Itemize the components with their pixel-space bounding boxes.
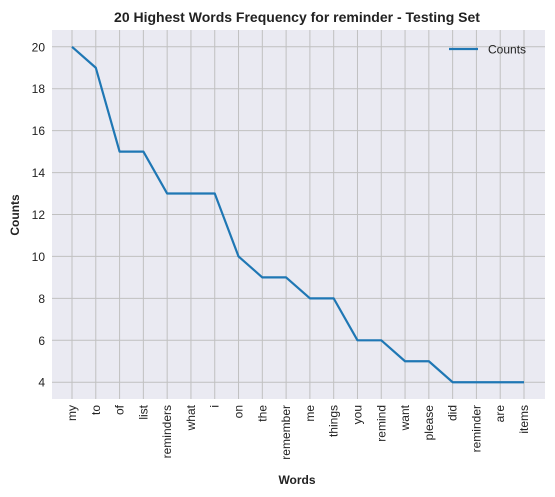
x-tick-label: to (89, 405, 103, 415)
x-tick-label: reminder (469, 405, 483, 452)
x-tick-label: of (113, 404, 127, 415)
x-tick-label: remind (374, 405, 388, 442)
y-tick-label: 6 (38, 334, 45, 348)
x-tick-label: the (255, 405, 269, 422)
x-tick-label: items (517, 405, 531, 434)
legend: Counts (449, 43, 526, 57)
y-axis-ticks: 4 6 8 10 12 14 16 18 20 (32, 40, 46, 389)
series-line-counts (71, 45, 524, 384)
x-tick-label: what (184, 404, 198, 431)
x-tick-label: please (422, 405, 436, 441)
y-axis-label: Counts (8, 194, 22, 236)
y-tick-label: 4 (38, 376, 45, 390)
x-tick-label: things (327, 405, 341, 437)
x-tick-label: reminders (160, 405, 174, 458)
y-tick-label: 18 (32, 82, 46, 96)
chart-title: 20 Highest Words Frequency for reminder … (114, 9, 480, 25)
x-tick-label: i (208, 405, 222, 408)
x-tick-label: are (493, 405, 507, 423)
x-tick-label: remember (279, 405, 293, 460)
y-tick-label: 8 (38, 292, 45, 306)
y-tick-label: 16 (32, 124, 46, 138)
x-tick-label: me (303, 405, 317, 422)
x-tick-label: on (232, 405, 246, 418)
x-tick-label: want (398, 404, 412, 431)
x-axis-ticks: my to of list reminders what i on the remember me t… (65, 404, 531, 459)
grid (52, 30, 545, 399)
x-axis-label: Words (278, 473, 315, 487)
y-tick-label: 20 (32, 40, 46, 54)
y-tick-label: 10 (32, 250, 46, 264)
x-tick-label: my (65, 405, 79, 421)
x-tick-label: you (350, 405, 364, 424)
x-tick-label: list (136, 404, 150, 419)
x-tick-label: did (446, 405, 460, 421)
y-tick-label: 14 (32, 166, 46, 180)
y-tick-label: 12 (32, 208, 46, 222)
legend-label-counts: Counts (488, 43, 526, 57)
